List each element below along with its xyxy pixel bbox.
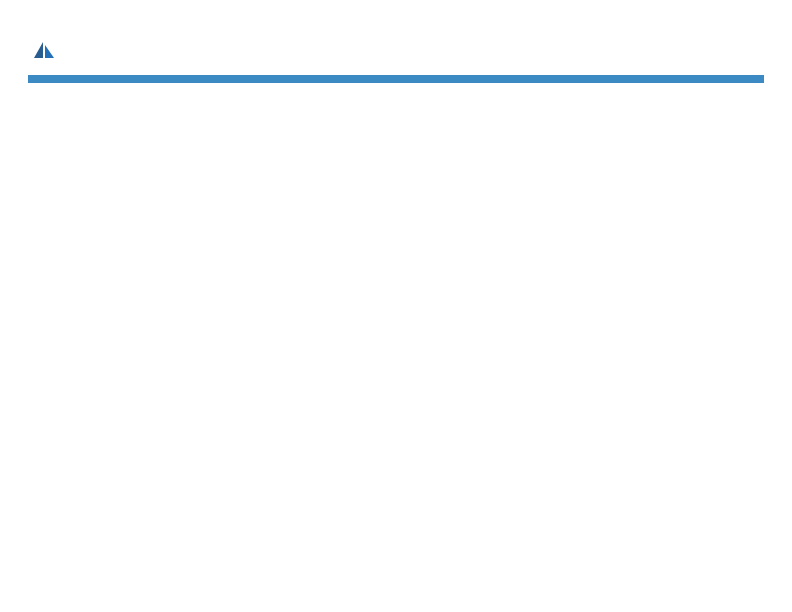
col-saturday — [659, 75, 764, 83]
col-monday — [133, 75, 238, 83]
col-thursday — [449, 75, 554, 83]
col-friday — [554, 75, 659, 83]
calendar-table — [28, 75, 764, 83]
weekday-header-row — [28, 75, 764, 83]
logo — [28, 40, 32, 65]
col-sunday — [28, 75, 133, 83]
sail-icon — [32, 40, 56, 65]
header — [28, 32, 764, 65]
calendar-page — [0, 0, 792, 83]
col-tuesday — [238, 75, 343, 83]
col-wednesday — [343, 75, 448, 83]
